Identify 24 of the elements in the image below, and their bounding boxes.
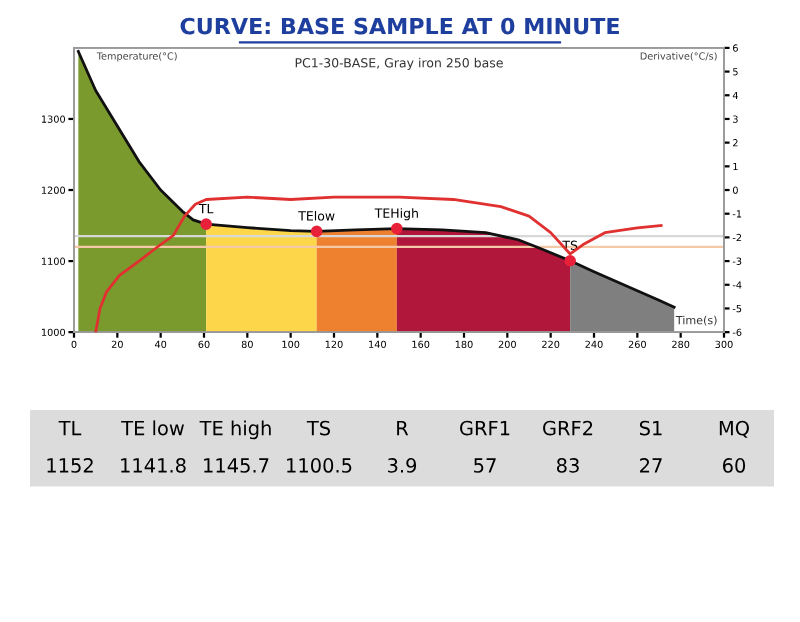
point: [564, 254, 576, 267]
text: 60: [722, 458, 746, 473]
text: MQ: [719, 420, 749, 438]
chart-title: CURVE: BASE SAMPLE AT 0 MINUTE: [180, 17, 619, 35]
point: [200, 218, 212, 230]
text: TE low: [121, 420, 184, 436]
text: 1152: [47, 458, 93, 473]
text: TL: [58, 420, 82, 436]
text: 3.9: [388, 458, 417, 473]
text: TE high: [199, 420, 271, 440]
text: 83: [556, 458, 579, 473]
text: 1100.5: [287, 458, 352, 473]
text: S1: [639, 420, 662, 436]
text: TS: [306, 420, 331, 436]
text: 1141.8: [121, 458, 186, 473]
text: 27: [640, 458, 662, 473]
text: GRF1: [460, 420, 510, 436]
line-series: [94, 195, 663, 333]
text: GRF2: [543, 420, 593, 436]
text: 57: [474, 458, 496, 473]
point: [391, 222, 403, 235]
text: 1145.7: [204, 458, 269, 473]
text: R: [397, 420, 409, 436]
point: [310, 225, 323, 238]
